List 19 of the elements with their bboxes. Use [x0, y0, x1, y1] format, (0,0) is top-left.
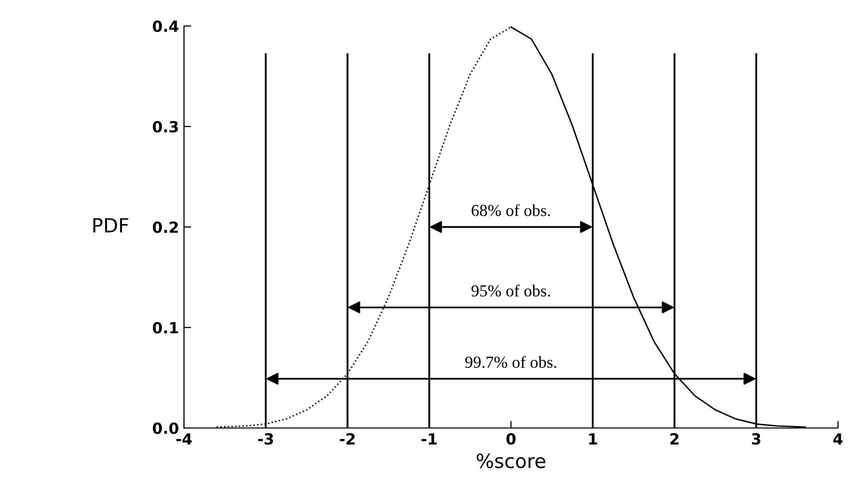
x-tick-label: 2 [670, 433, 678, 444]
x-tick-label: -3 [258, 433, 274, 445]
y-tick-label: 0.3 [152, 120, 178, 133]
y-tick-label: 0.4 [152, 20, 178, 32]
x-axis-title: %score [476, 454, 546, 468]
x-tick-label: 1 [589, 433, 598, 444]
annotation: 95% of obs. [471, 284, 550, 297]
y-tick-label: 0.0 [152, 422, 178, 434]
x-tick-label: 0 [506, 433, 516, 445]
x-tick-label: -4 [176, 433, 192, 444]
x-tick-label: 3 [752, 433, 760, 445]
y-tick-label: 0.2 [152, 221, 178, 234]
x-tick-label: 4 [833, 433, 843, 444]
y-axis-title: PDF [93, 218, 128, 232]
annotation: 68% of obs. [472, 204, 550, 216]
y-tick-label: 0.1 [152, 322, 178, 334]
x-tick-label: -2 [340, 433, 355, 444]
x-tick-label: -1 [422, 433, 437, 444]
annotation: 99.7% of obs. [465, 356, 556, 368]
